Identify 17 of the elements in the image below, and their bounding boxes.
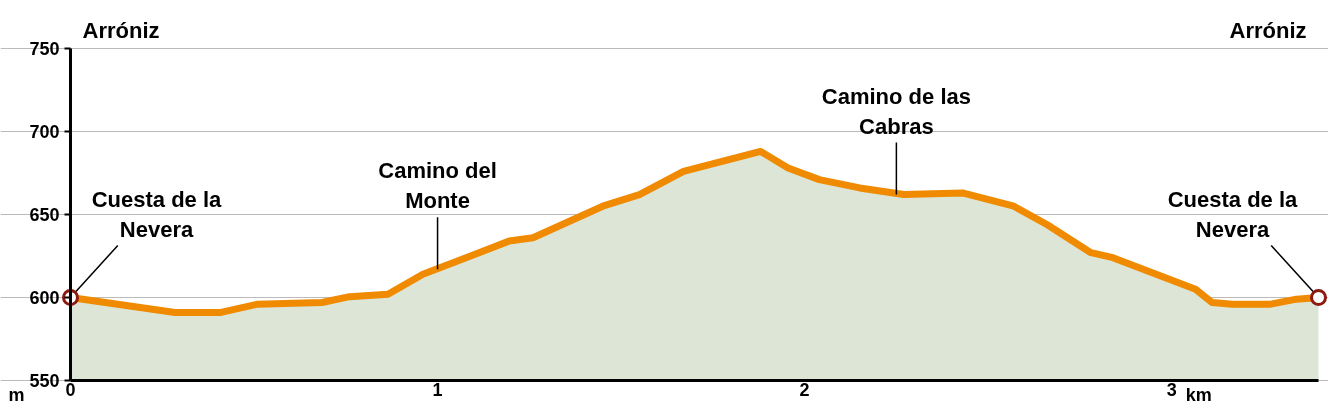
y-axis-title: m [8,384,25,405]
annotation: Cuesta de la Nevera [91,186,223,242]
y-tick-label: 650 [29,205,60,225]
y-tick-label: 700 [29,122,60,142]
annotation: Camino de las Cabras [821,83,971,139]
y-tick-label: 750 [29,39,60,59]
text: Arróniz [82,17,160,43]
x-tick-label: 3 [1166,379,1177,400]
annotation: Camino del Monte [378,158,497,214]
y-tick-label: 600 [29,288,60,308]
x-axis-title: km [1185,384,1212,405]
text: Arróniz [1229,17,1307,43]
x-tick-label: 2 [799,379,810,400]
y-tick-label: 550 [29,371,60,391]
x-tick-label: 1 [432,379,443,400]
x-tick-label: 0 [65,379,76,400]
annotation: Cuesta de la Nevera [1167,186,1299,242]
